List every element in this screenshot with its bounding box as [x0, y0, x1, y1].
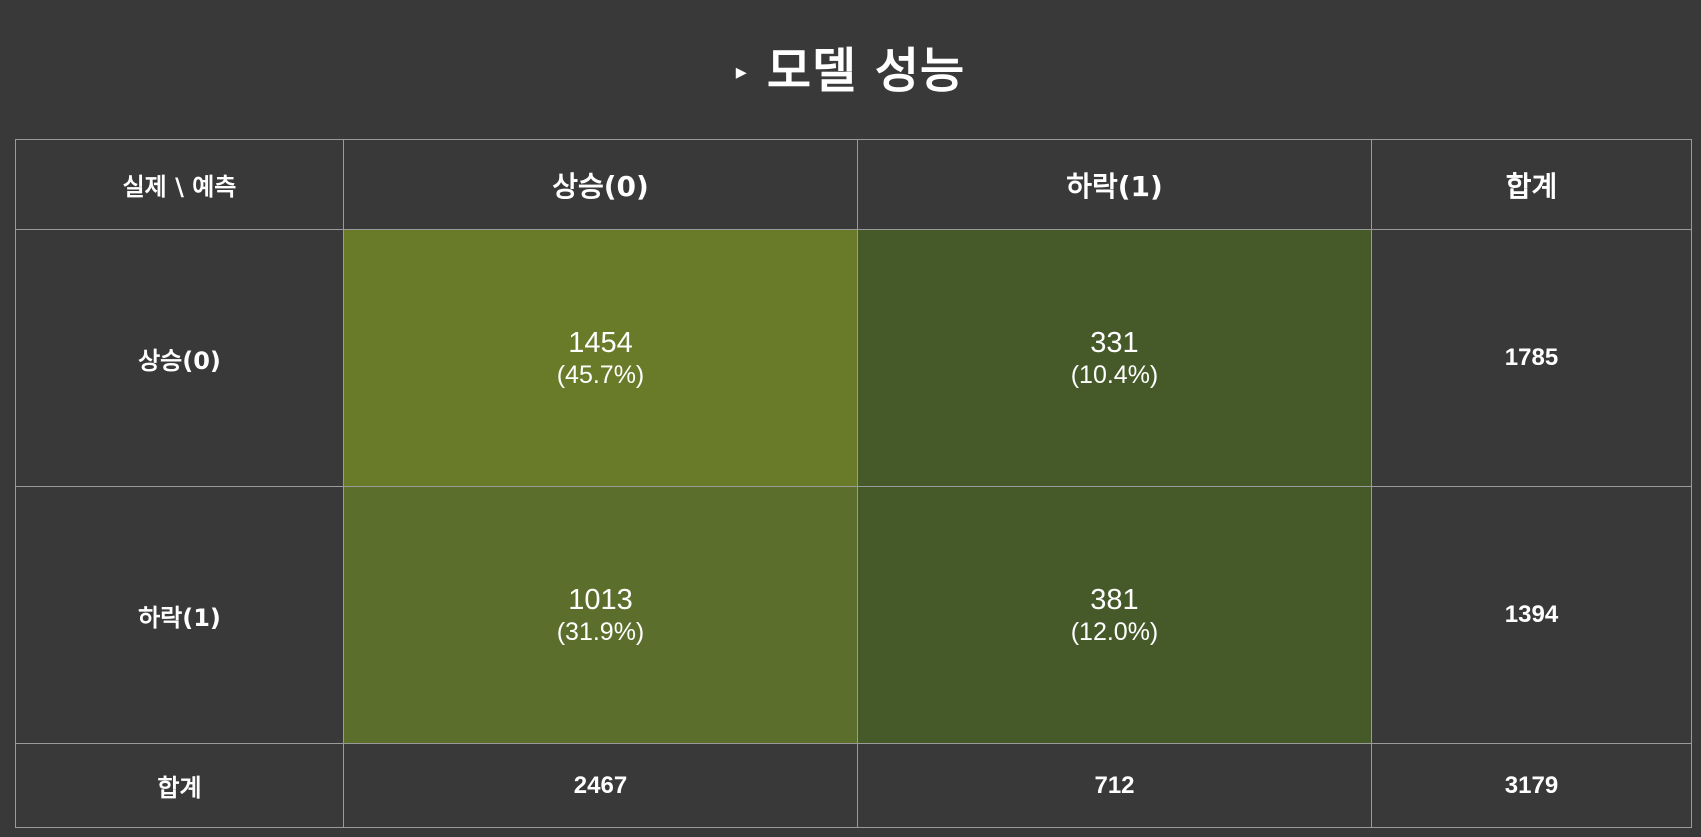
column-header-total: 합계	[1371, 139, 1692, 230]
cell-percent: (31.9%)	[556, 618, 645, 647]
column-header-rise: 상승(0)	[343, 139, 858, 230]
page-title: ▸ 모델 성능	[0, 36, 1701, 106]
totals-row: 합계 2467 712 3179	[15, 743, 1692, 828]
cell-count: 331	[1090, 326, 1139, 359]
header-row: 실제 \ 예측 상승(0) 하락(1) 합계	[15, 139, 1692, 230]
row-header-total: 합계	[15, 743, 344, 828]
table-row: 하락(1) 1013 (31.9%) 381 (12.0%) 1394	[15, 486, 1692, 744]
title-text: 모델 성능	[766, 43, 966, 99]
cell-percent: (12.0%)	[1070, 618, 1159, 647]
cell-count: 381	[1090, 583, 1139, 616]
cell-count: 1454	[568, 326, 633, 359]
matrix-cell-1-1: 381 (12.0%)	[857, 486, 1372, 744]
matrix-cell-0-0: 1454 (45.7%)	[343, 229, 858, 487]
column-total: 712	[857, 743, 1372, 828]
confusion-matrix-table: 실제 \ 예측 상승(0) 하락(1) 합계 상승(0) 1454 (45.7%…	[15, 139, 1692, 828]
cell-percent: (45.7%)	[556, 361, 645, 390]
row-header-rise: 상승(0)	[15, 229, 344, 487]
grand-total: 3179	[1371, 743, 1692, 828]
cell-count: 1013	[568, 583, 633, 616]
row-total: 1394	[1371, 486, 1692, 744]
table-row: 상승(0) 1454 (45.7%) 331 (10.4%) 1785	[15, 229, 1692, 487]
row-header-fall: 하락(1)	[15, 486, 344, 744]
matrix-cell-0-1: 331 (10.4%)	[857, 229, 1372, 487]
triangle-bullet-icon: ▸	[735, 59, 747, 84]
matrix-cell-1-0: 1013 (31.9%)	[343, 486, 858, 744]
column-header-fall: 하락(1)	[857, 139, 1372, 230]
row-total: 1785	[1371, 229, 1692, 487]
cell-percent: (10.4%)	[1070, 361, 1159, 390]
column-total: 2467	[343, 743, 858, 828]
corner-label: 실제 \ 예측	[15, 139, 344, 230]
